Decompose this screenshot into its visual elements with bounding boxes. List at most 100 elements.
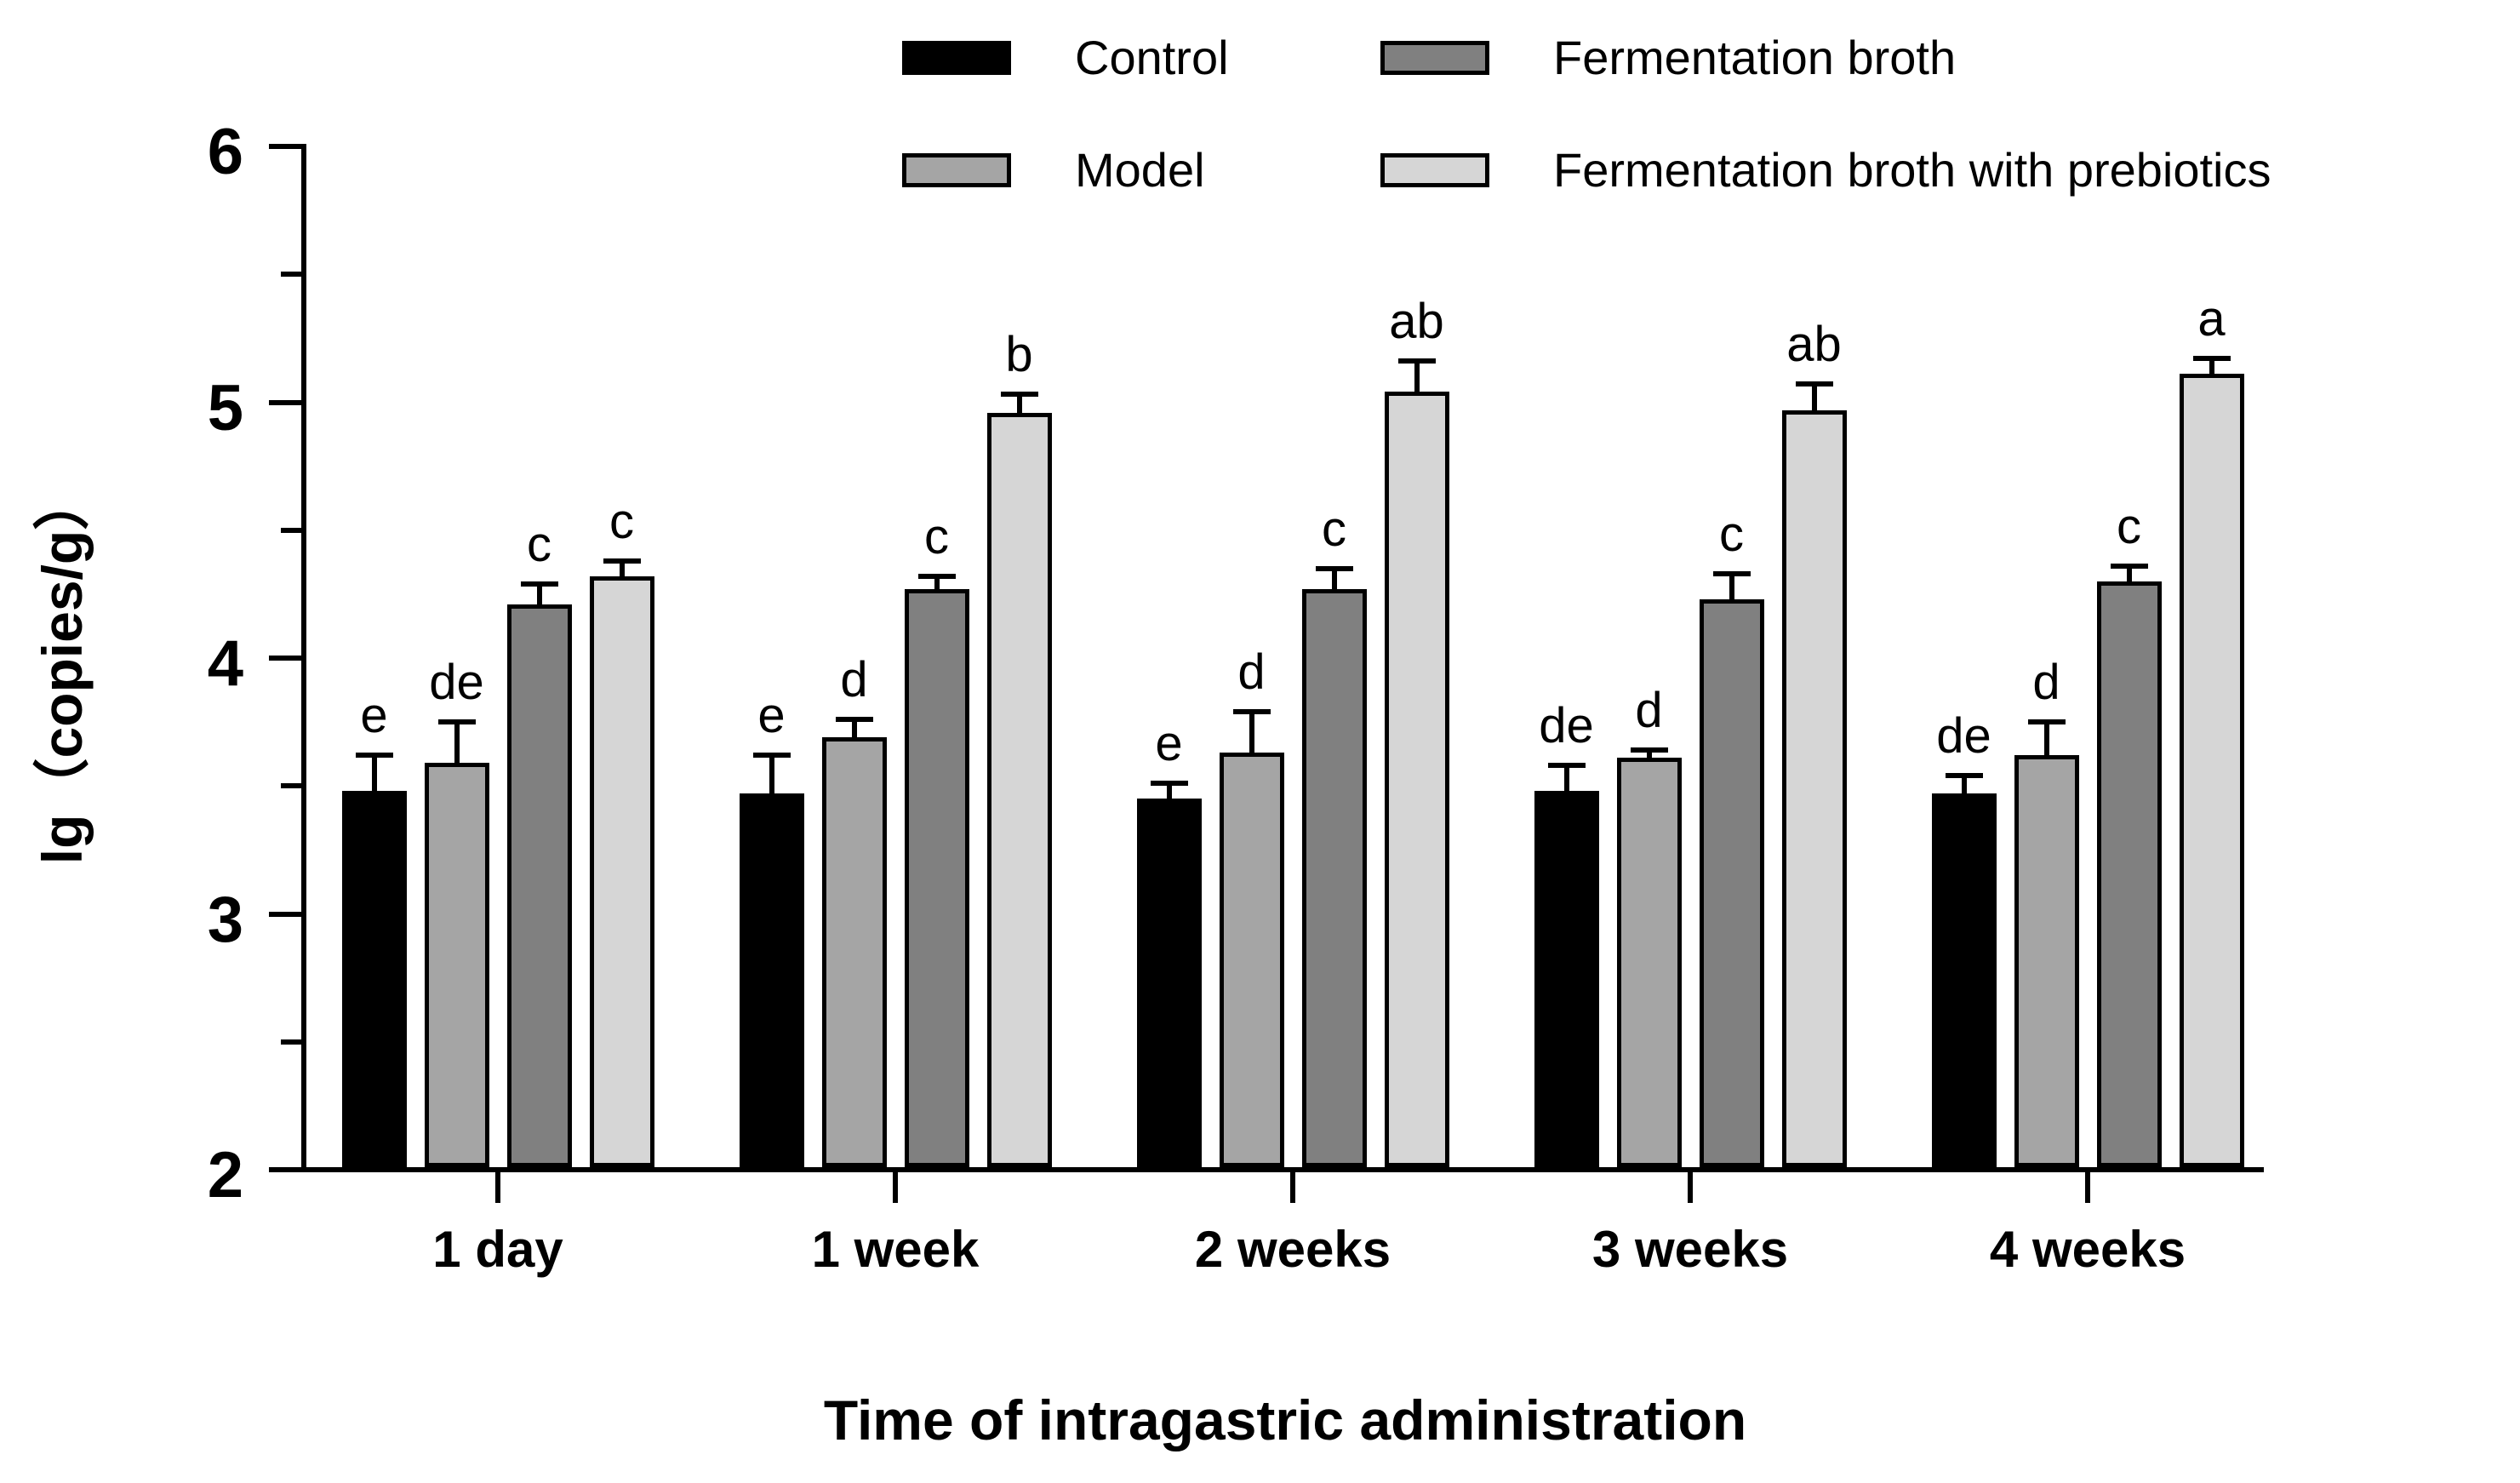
y-major-tick	[269, 1167, 301, 1172]
bar-fermentation-broth	[506, 604, 572, 1167]
bar-fermentation-broth	[1699, 598, 1764, 1167]
legend-swatch	[902, 41, 1011, 75]
significance-letter: c	[1322, 501, 1346, 557]
error-bar-cap	[2110, 563, 2148, 569]
error-bar-line	[934, 578, 940, 589]
significance-letter: a	[2197, 291, 2226, 347]
legend-item-fermentation-broth: Fermentation broth	[1380, 34, 1956, 82]
significance-letter: c	[609, 493, 634, 549]
x-tick	[1688, 1172, 1693, 1203]
error-bar-line	[1563, 768, 1569, 792]
y-major-tick	[269, 911, 301, 917]
error-bar-line	[536, 586, 542, 604]
error-bar-line	[1414, 364, 1420, 392]
significance-letter: d	[840, 652, 868, 708]
significance-letter: c	[924, 508, 949, 564]
error-bar-cap	[1945, 773, 1983, 779]
error-bar-line	[454, 724, 460, 764]
error-bar-cap	[1150, 781, 1188, 787]
error-bar-cap	[1547, 763, 1586, 769]
bar-fermentation-broth-with-prebiotics	[589, 575, 654, 1167]
error-bar-line	[769, 758, 774, 794]
x-tick	[893, 1172, 898, 1203]
error-bar-cap	[2027, 719, 2066, 725]
significance-letter: ab	[1786, 317, 1842, 373]
x-tick-label: 2 weeks	[1194, 1221, 1391, 1278]
x-tick-label: 1 day	[432, 1221, 563, 1278]
error-bar-cap	[1712, 570, 1751, 576]
legend-swatch	[1380, 41, 1489, 75]
significance-letter: e	[360, 688, 388, 744]
error-bar-line	[371, 758, 377, 792]
significance-letter: e	[757, 688, 786, 744]
bar-fermentation-broth-with-prebiotics	[1384, 392, 1449, 1167]
error-bar-line	[1016, 397, 1022, 413]
y-minor-tick	[281, 783, 301, 789]
legend-label: Fermentation broth	[1553, 31, 1957, 84]
y-minor-tick	[281, 272, 301, 278]
error-bar-line	[1811, 386, 1817, 410]
significance-letter: ab	[1389, 294, 1444, 350]
error-bar-cap	[835, 717, 873, 723]
bar-control	[1931, 793, 1997, 1167]
bar-fermentation-broth	[904, 588, 969, 1167]
error-bar-line	[1646, 753, 1652, 759]
error-bar-cap	[1630, 747, 1668, 753]
bar-model	[424, 763, 489, 1167]
y-tick-label: 2	[207, 1139, 243, 1211]
x-axis-line	[301, 1167, 2264, 1172]
bar-fermentation-broth-with-prebiotics	[986, 412, 1052, 1167]
y-tick-label: 4	[207, 627, 243, 700]
error-bar-line	[851, 722, 857, 738]
error-bar-cap	[917, 573, 956, 579]
error-bar-line	[619, 563, 625, 576]
error-bar-line	[1729, 575, 1734, 599]
error-bar-cap	[1000, 392, 1038, 398]
x-tick-label: 3 weeks	[1591, 1221, 1789, 1278]
x-axis-title: Time of intragastric administration	[823, 1389, 1747, 1452]
error-bar-line	[2209, 361, 2214, 375]
legend-item-model: Model	[902, 146, 1205, 194]
significance-letter: de	[1539, 698, 1594, 754]
legend-label: Model	[1075, 143, 1205, 197]
bar-control	[1136, 799, 1202, 1167]
bar-fermentation-broth-with-prebiotics	[2179, 374, 2244, 1167]
y-major-tick	[269, 144, 301, 149]
bar-fermentation-broth	[2096, 581, 2162, 1167]
significance-letter: e	[1155, 716, 1183, 772]
error-bar-cap	[1397, 358, 1436, 364]
x-tick	[495, 1172, 500, 1203]
legend-swatch	[1380, 153, 1489, 187]
significance-letter: d	[1237, 644, 1266, 701]
error-bar-cap	[520, 581, 558, 587]
y-major-tick	[269, 399, 301, 405]
significance-letter: c	[1719, 506, 1744, 562]
bar-fermentation-broth	[1301, 588, 1367, 1167]
bar-model	[1219, 753, 1284, 1167]
x-tick-label: 4 weeks	[1989, 1221, 2186, 1278]
error-bar-line	[2126, 568, 2132, 581]
y-tick-label: 3	[207, 883, 243, 956]
error-bar-line	[1331, 570, 1337, 589]
error-bar-line	[1166, 786, 1172, 799]
bar-control	[341, 791, 407, 1167]
error-bar-cap	[2192, 356, 2231, 362]
legend-item-control: Control	[902, 34, 1229, 82]
significance-letter: d	[2032, 655, 2060, 711]
significance-letter: d	[1635, 683, 1663, 739]
significance-letter: b	[1005, 327, 1033, 383]
legend-label: Control	[1075, 31, 1229, 84]
error-bar-cap	[437, 719, 476, 725]
significance-letter: c	[2117, 498, 2141, 554]
bar-model	[1616, 758, 1682, 1167]
bar-model	[821, 737, 887, 1167]
significance-letter: de	[429, 655, 484, 711]
error-bar-cap	[603, 558, 641, 564]
bar-fermentation-broth-with-prebiotics	[1781, 409, 1847, 1167]
y-major-tick	[269, 656, 301, 661]
legend-label: Fermentation broth with prebiotics	[1553, 143, 2271, 197]
error-bar-cap	[752, 753, 791, 759]
error-bar-cap	[1232, 709, 1271, 715]
error-bar-line	[1961, 778, 1967, 794]
